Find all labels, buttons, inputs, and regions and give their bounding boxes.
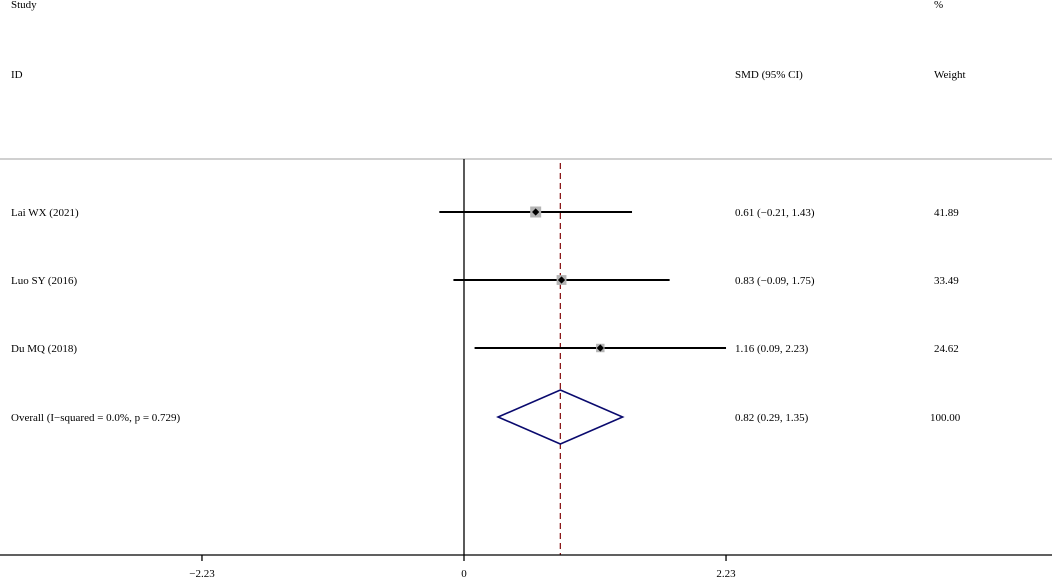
study-ci-text: 0.61 (−0.21, 1.43) bbox=[735, 207, 815, 219]
study-row: Du MQ (2018) 1.16 (0.09, 2.23) 24.62 bbox=[11, 343, 959, 355]
study-weight-text: 41.89 bbox=[934, 207, 959, 219]
header: Study ID SMD (95% CI) % Weight bbox=[11, 0, 966, 81]
study-label: Du MQ (2018) bbox=[11, 343, 77, 355]
overall-diamond bbox=[496, 389, 625, 445]
study-header: Study bbox=[11, 0, 37, 11]
overall-ci-text: 0.82 (0.29, 1.35) bbox=[735, 412, 809, 424]
x-tick-label: 2.23 bbox=[716, 568, 736, 579]
study-weight-text: 24.62 bbox=[934, 343, 959, 355]
x-tick-label: −2.23 bbox=[189, 568, 215, 579]
study-row: Luo SY (2016) 0.83 (−0.09, 1.75) 33.49 bbox=[11, 275, 959, 287]
point-estimate bbox=[596, 344, 604, 352]
study-rows: Lai WX (2021) 0.61 (−0.21, 1.43) 41.89 Luo … bbox=[11, 206, 959, 355]
overall-weight-text: 100.00 bbox=[930, 412, 961, 424]
id-header: ID bbox=[11, 69, 23, 81]
study-label: Luo SY (2016) bbox=[11, 275, 78, 287]
overall-label: Overall (I−squared = 0.0%, p = 0.729) bbox=[11, 412, 181, 424]
x-axis-ticks: −2.23 0 2.23 bbox=[189, 555, 736, 579]
study-ci-text: 0.83 (−0.09, 1.75) bbox=[735, 275, 815, 287]
study-ci-text: 1.16 (0.09, 2.23) bbox=[735, 343, 809, 355]
weight-header: Weight bbox=[934, 69, 966, 81]
point-estimate bbox=[532, 208, 540, 216]
point-estimate bbox=[557, 276, 566, 284]
weight-percent-header: % bbox=[934, 0, 943, 11]
smd-header: SMD (95% CI) bbox=[735, 69, 803, 81]
study-weight-text: 33.49 bbox=[934, 275, 959, 287]
x-tick-label: 0 bbox=[461, 568, 467, 579]
overall-row: Overall (I−squared = 0.0%, p = 0.729) 0.… bbox=[11, 389, 961, 445]
study-row: Lai WX (2021) 0.61 (−0.21, 1.43) 41.89 bbox=[11, 206, 959, 219]
study-label: Lai WX (2021) bbox=[11, 207, 79, 219]
